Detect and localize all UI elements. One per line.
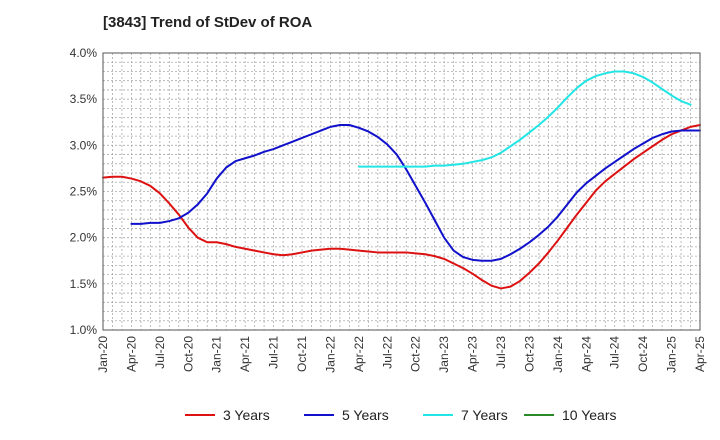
x-tick-label: Oct-20 <box>181 336 195 372</box>
series-line-7-years <box>357 70 692 168</box>
y-tick-label: 3.5% <box>70 92 98 106</box>
y-tick-label: 2.0% <box>70 231 98 245</box>
y-tick-label: 1.0% <box>70 323 98 337</box>
x-tick-label: Jan-25 <box>665 336 679 373</box>
x-tick-label: Jul-23 <box>494 336 508 369</box>
x-tick-label: Jan-24 <box>551 336 565 373</box>
x-tick-label: Oct-22 <box>409 336 423 372</box>
plot-frame <box>102 52 701 331</box>
x-tick-label: Oct-24 <box>636 336 650 372</box>
x-tick-label: Oct-23 <box>522 336 536 372</box>
legend-label: 10 Years <box>562 407 617 423</box>
x-tick-label: Oct-21 <box>295 336 309 372</box>
x-tick-label: Apr-21 <box>238 336 252 372</box>
x-axis-ticks: Jan-20 Apr-20 Jul-20 Oct-20 Jan-21 Apr-21 Jul-… <box>96 336 707 373</box>
y-tick-label: 1.5% <box>70 277 98 291</box>
y-tick-label: 2.5% <box>70 185 98 199</box>
legend-label: 7 Years <box>461 407 508 423</box>
x-tick-label: Jan-23 <box>437 336 451 373</box>
series-line-5-years <box>130 124 701 262</box>
chart-grid <box>102 52 701 331</box>
y-tick-label: 3.0% <box>70 138 98 152</box>
chart-series <box>102 70 701 290</box>
legend-label: 5 Years <box>342 407 389 423</box>
x-tick-label: Jan-20 <box>96 336 110 373</box>
x-tick-label: Jul-21 <box>267 336 281 369</box>
series-line-3-years <box>102 124 701 290</box>
x-tick-label: Apr-20 <box>124 336 138 372</box>
x-tick-label: Jul-24 <box>608 336 622 369</box>
y-axis-ticks: 1.0% 1.5% 2.0% 2.5% 3.0% 3.5% 4.0% <box>70 46 98 337</box>
x-tick-label: Apr-22 <box>352 336 366 372</box>
x-tick-label: Apr-25 <box>693 336 707 372</box>
x-tick-label: Jul-20 <box>153 336 167 369</box>
x-tick-label: Apr-23 <box>466 336 480 372</box>
legend-label: 3 Years <box>223 407 270 423</box>
x-tick-label: Jul-22 <box>380 336 394 369</box>
y-tick-label: 4.0% <box>70 46 98 60</box>
x-tick-label: Jan-22 <box>323 336 337 373</box>
chart-legend: 3 Years 5 Years 7 Years 10 Years <box>185 407 617 423</box>
x-tick-label: Jan-21 <box>210 336 224 373</box>
chart-title: [3843] Trend of StDev of ROA <box>103 14 312 31</box>
x-tick-label: Apr-24 <box>579 336 593 372</box>
